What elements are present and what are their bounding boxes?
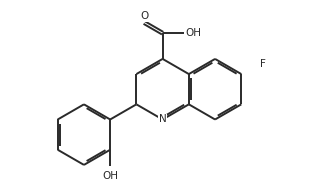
Text: F: F	[260, 59, 266, 69]
Text: OH: OH	[102, 171, 118, 181]
Text: N: N	[159, 115, 166, 125]
Text: OH: OH	[185, 28, 201, 38]
Text: O: O	[140, 11, 148, 21]
